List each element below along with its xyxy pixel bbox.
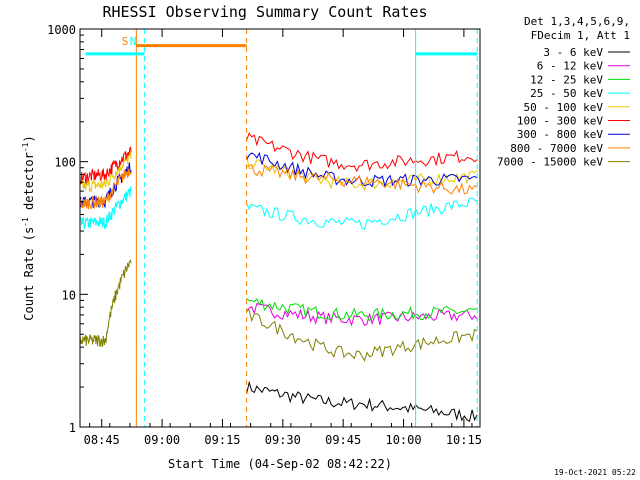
series-line-800-7000-kev	[79, 163, 478, 210]
x-tick-label: 09:45	[325, 433, 361, 447]
series-line-100-300-kev	[79, 132, 478, 185]
y-axis-label-end: )	[22, 135, 36, 142]
marker-label-s: S	[122, 35, 129, 48]
series-line-6-12-kev	[246, 302, 478, 327]
legend-header-line-1: Det 1,3,4,5,6,9,	[524, 15, 630, 28]
series-line-7000-15000-kev	[79, 259, 478, 362]
x-tick-label: 09:00	[144, 433, 180, 447]
y-axis-label-base: Count Rate (s	[22, 227, 36, 321]
x-tick-label: 09:15	[204, 433, 240, 447]
x-tick-label: 10:15	[446, 433, 482, 447]
legend-label-3-6-kev: 3 - 6 keV	[543, 46, 603, 59]
series-line-3-6-kev	[246, 380, 478, 422]
legend-label-100-300-kev: 100 - 300 keV	[517, 115, 603, 128]
y-axis-label-exp2: -1	[21, 142, 30, 152]
y-tick-label: 1	[69, 421, 76, 435]
y-axis-label-exp: -1	[21, 217, 30, 227]
marker-label-n: N	[130, 35, 137, 48]
series-line-12-25-kev	[246, 298, 478, 322]
y-axis-label: Count Rate (s-1 detector-1)	[21, 135, 36, 320]
plot-frame	[79, 28, 481, 428]
legend-header-line-2: FDecim 1, Att 1	[531, 29, 630, 42]
legend-label-800-7000-kev: 800 - 7000 keV	[510, 142, 603, 155]
footer-timestamp: 19-Oct-2021 05:22	[554, 468, 636, 477]
series-line-25-50-kev	[79, 186, 478, 230]
chart-title: RHESSI Observing Summary Count Rates	[102, 3, 427, 21]
legend-label-50-100-kev: 50 - 100 keV	[524, 101, 604, 114]
y-tick-label: 10	[62, 288, 76, 302]
y-axis-label-mid: detector	[22, 152, 36, 217]
legend-label-7000-15000-kev: 7000 - 15000 keV	[497, 156, 603, 169]
x-axis-label: Start Time (04-Sep-02 08:42:22)	[168, 457, 392, 471]
x-tick-label: 08:45	[84, 433, 120, 447]
legend-label-6-12-kev: 6 - 12 keV	[537, 60, 604, 73]
x-tick-label: 09:30	[265, 433, 301, 447]
x-tick-label: 10:00	[385, 433, 421, 447]
series-line-300-800-kev	[79, 151, 478, 209]
legend-label-25-50-kev: 25 - 50 keV	[530, 87, 603, 100]
legend-label-12-25-kev: 12 - 25 keV	[530, 73, 603, 86]
y-tick-label: 100	[54, 156, 76, 170]
y-tick-label: 1000	[47, 23, 76, 37]
legend-label-300-800-kev: 300 - 800 keV	[517, 128, 603, 141]
